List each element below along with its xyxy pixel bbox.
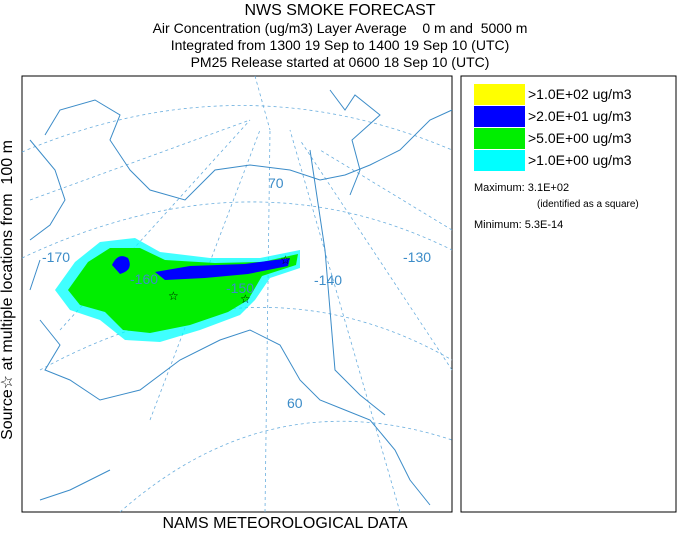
lat-label: 70 — [268, 175, 284, 191]
lon-label: -160 — [130, 271, 158, 287]
legend-swatch — [474, 106, 525, 127]
legend-swatch — [474, 84, 525, 105]
border — [309, 149, 386, 416]
subtitle: Integrated from 1300 19 Sep to 1400 19 S… — [171, 37, 510, 53]
lon-label: -140 — [314, 272, 342, 288]
legend-label: >1.0E+00 ug/m3 — [528, 152, 632, 168]
source-marker: ☆ — [240, 292, 251, 306]
lon-label: -150 — [226, 280, 254, 296]
subtitle: PM25 Release started at 0600 18 Sep 10 (… — [191, 54, 490, 70]
plume-blue — [112, 256, 290, 280]
source-marker: ☆ — [168, 289, 179, 303]
legend: Maximum: 3.1E+02 (identified as a square… — [460, 75, 677, 513]
graticule — [119, 420, 453, 513]
minimum: Minimum: 5.3E-14 — [474, 219, 563, 231]
legend-label: >1.0E+02 ug/m3 — [528, 86, 632, 102]
side-label: Source☆ at multiple locations from 100 m — [0, 140, 16, 440]
legend-swatch — [474, 150, 525, 171]
legend-swatch — [474, 128, 525, 149]
maximum-note: (identified as a square) — [537, 199, 639, 210]
coastline — [39, 469, 111, 501]
legend-label: >5.0E+00 ug/m3 — [528, 130, 632, 146]
coastline — [29, 139, 431, 506]
source-marker: ☆ — [280, 253, 291, 267]
title: NWS SMOKE FORECAST — [244, 2, 435, 19]
lat-label: 60 — [287, 395, 303, 411]
maximum: Maximum: 3.1E+02 — [474, 182, 569, 194]
graticule — [39, 307, 453, 371]
lon-label: -130 — [403, 249, 431, 265]
graticule — [21, 105, 453, 153]
footer: NAMS METEOROLOGICAL DATA — [162, 515, 407, 532]
legend-label: >2.0E+01 ug/m3 — [528, 108, 632, 124]
graticule — [29, 75, 453, 513]
lon-label: -170 — [42, 249, 70, 265]
graticule — [21, 201, 453, 259]
map: ☆ ☆ ☆ -170 -160 -150 -140 -130 70 60 — [21, 75, 453, 513]
coastline — [329, 89, 381, 196]
subtitle: Air Concentration (ug/m3) Layer Average … — [153, 20, 528, 36]
coastline — [44, 99, 453, 201]
